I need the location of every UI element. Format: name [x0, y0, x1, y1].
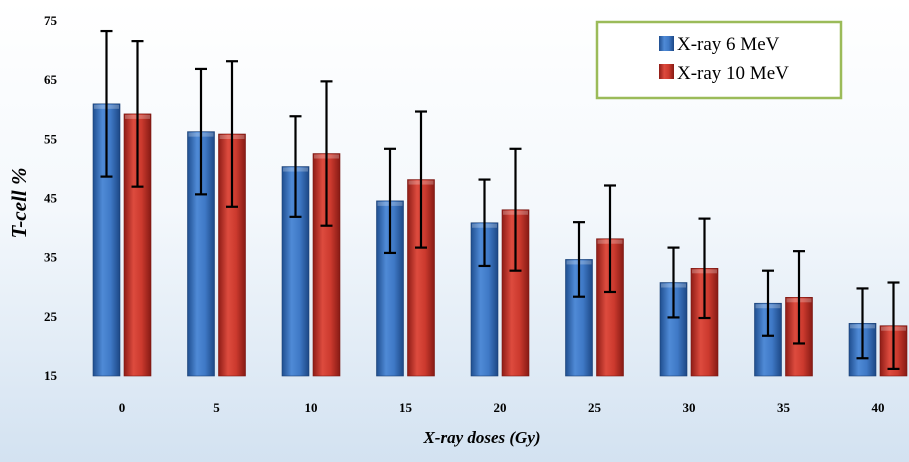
y-axis-title: T-cell %	[7, 168, 31, 239]
legend-label-6mev: X-ray 6 MeV	[677, 34, 780, 55]
y-tick-label: 15	[44, 368, 58, 383]
x-axis-title: X-ray doses (Gy)	[422, 428, 540, 447]
x-tick-label: 10	[305, 400, 318, 415]
plot-area: 15 25 35 45 55 65 75 0 5 10 15 20 25 30 35 40	[44, 13, 908, 415]
y-tick-label: 25	[44, 309, 58, 324]
x-tick-label: 25	[588, 400, 602, 415]
y-tick-label: 75	[44, 13, 58, 28]
x-tick-label: 30	[683, 400, 696, 415]
x-tick-label: 35	[777, 400, 791, 415]
legend: X-ray 6 MeV X-ray 10 MeV	[595, 20, 843, 100]
x-tick-label: 40	[872, 400, 885, 415]
legend-label-10mev: X-ray 10 MeV	[677, 63, 789, 84]
legend-box	[595, 20, 843, 100]
y-tick-label: 35	[44, 250, 58, 265]
x-tick-label: 20	[494, 400, 507, 415]
y-tick-label: 65	[44, 72, 58, 87]
x-tick-label: 15	[399, 400, 413, 415]
legend-swatch-6mev	[659, 36, 674, 51]
legend-swatch-10mev	[659, 64, 674, 79]
x-tick-label: 5	[213, 400, 220, 415]
y-tick-label: 55	[44, 131, 58, 146]
x-tick-label: 0	[119, 400, 126, 415]
y-tick-label: 45	[44, 191, 58, 206]
